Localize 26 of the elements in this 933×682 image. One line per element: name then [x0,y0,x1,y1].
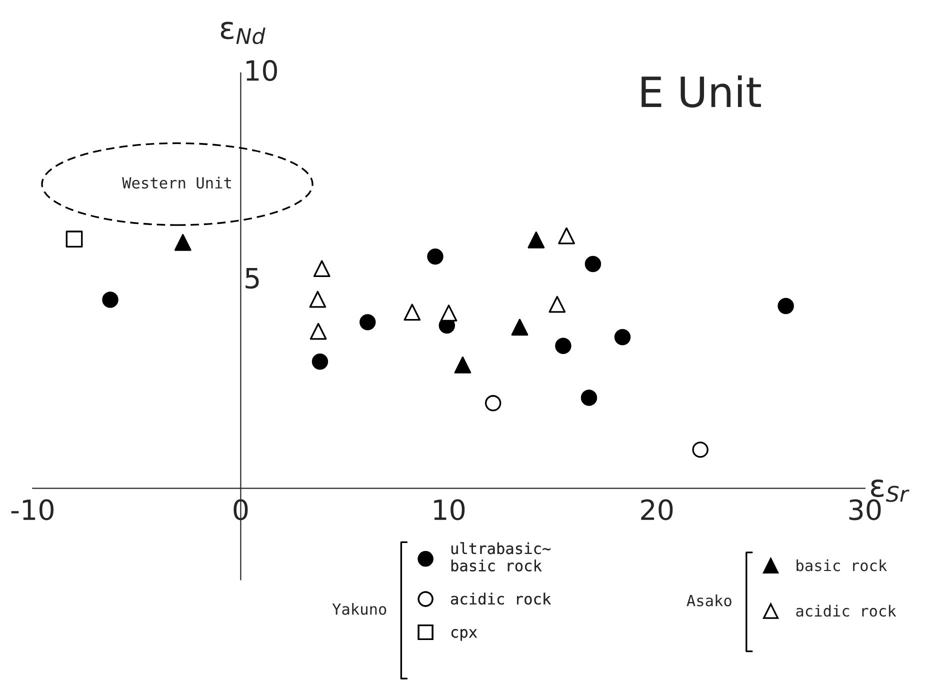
point [309,290,326,308]
chart-title: E Unit [642,75,761,108]
legend-label: acidic rock [796,604,896,617]
point [404,304,421,321]
text: Yakuno [332,603,386,615]
x-tick-label: 20 [641,499,673,520]
y-axis-title: ε$_{Nd}$ [220,22,266,44]
point [174,234,192,251]
text: Asako [686,594,732,606]
annotation: Western Unit [122,176,231,189]
point [313,260,330,278]
x-tick-label: 10 [434,499,465,520]
point [440,304,458,322]
point [310,322,327,340]
point [558,227,575,244]
point [66,230,83,248]
point [511,318,528,336]
y-tick-label: 5 [246,268,259,289]
point [528,232,545,248]
point [548,296,566,313]
legend-label: ultrabasic~ basic rock [451,542,551,572]
legend-label: acidic rock [450,592,551,605]
legend-label: basic rock [796,559,887,572]
legend-label: cpx [451,629,478,641]
x-tick-label: -10 [11,499,54,520]
point [454,356,472,374]
